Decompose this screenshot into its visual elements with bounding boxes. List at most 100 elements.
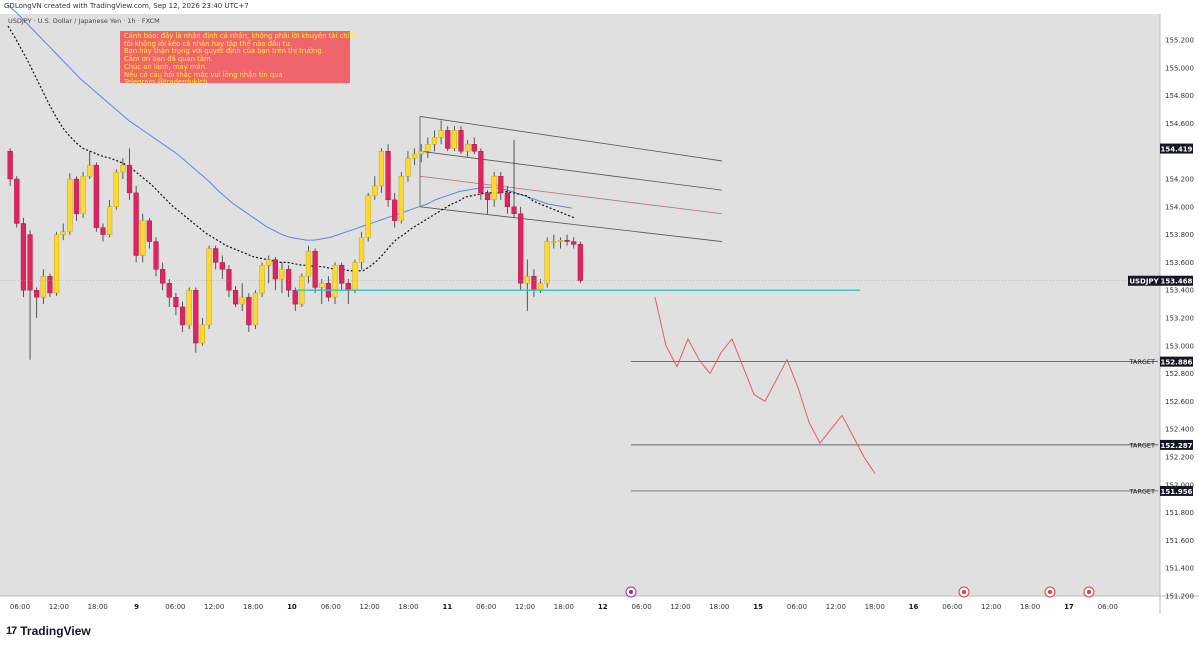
candle-body — [465, 144, 471, 152]
candle[interactable] — [73, 176, 80, 221]
candle[interactable] — [160, 262, 166, 291]
candle[interactable] — [60, 223, 66, 241]
candle-body — [213, 248, 219, 263]
candle[interactable] — [564, 234, 570, 246]
candle[interactable] — [173, 292, 179, 316]
candle[interactable] — [478, 148, 484, 200]
candle[interactable] — [319, 279, 325, 305]
candle[interactable] — [120, 158, 126, 179]
candle[interactable] — [246, 292, 252, 332]
tradingview-logo[interactable]: 17 TradingView — [6, 624, 91, 638]
candle[interactable] — [418, 144, 424, 163]
candle[interactable] — [133, 185, 139, 263]
candle[interactable] — [425, 137, 431, 159]
candle[interactable] — [7, 148, 13, 186]
channel-line[interactable] — [419, 175, 723, 215]
candle[interactable] — [431, 130, 438, 152]
candle[interactable] — [557, 237, 564, 249]
candle[interactable] — [551, 234, 557, 249]
candle[interactable] — [40, 269, 46, 305]
candle[interactable] — [465, 140, 471, 157]
candle[interactable] — [226, 265, 232, 298]
candle[interactable] — [378, 148, 385, 193]
candle[interactable] — [352, 259, 358, 293]
candle[interactable] — [232, 286, 239, 307]
candle[interactable] — [511, 140, 517, 218]
candle[interactable] — [179, 301, 186, 332]
candle[interactable] — [80, 172, 86, 218]
candle[interactable] — [339, 262, 345, 291]
candle[interactable] — [504, 185, 511, 214]
candle[interactable] — [518, 206, 524, 291]
candle[interactable] — [392, 192, 398, 228]
candle[interactable] — [146, 217, 152, 249]
channel-line[interactable] — [419, 150, 723, 191]
candle[interactable] — [199, 318, 206, 346]
candle[interactable] — [53, 231, 60, 296]
candle[interactable] — [67, 173, 73, 235]
candle[interactable] — [398, 172, 404, 224]
candle[interactable] — [27, 230, 33, 360]
candle[interactable] — [87, 151, 93, 179]
candle[interactable] — [332, 262, 338, 305]
candle[interactable] — [279, 262, 285, 293]
candle[interactable] — [577, 241, 583, 284]
candle[interactable] — [498, 172, 504, 200]
candle[interactable] — [544, 237, 550, 288]
candle[interactable] — [259, 262, 265, 298]
price-tick-label: 153.000 — [1165, 342, 1194, 350]
candle[interactable] — [20, 217, 27, 298]
event-dot-icon[interactable] — [958, 586, 970, 598]
candle[interactable] — [571, 237, 577, 249]
event-flag-icon[interactable] — [1083, 586, 1095, 598]
candle[interactable] — [34, 287, 40, 318]
candle[interactable] — [186, 287, 192, 330]
candle[interactable] — [113, 169, 119, 210]
time-tick-label: 12 — [598, 603, 608, 611]
event-flag-icon[interactable] — [1044, 586, 1056, 598]
candle[interactable] — [252, 290, 259, 330]
candle[interactable] — [193, 287, 199, 353]
ema-fast[interactable] — [7, 25, 575, 272]
candle[interactable] — [471, 137, 477, 154]
candle[interactable] — [292, 287, 298, 312]
candle[interactable] — [93, 162, 99, 232]
candle[interactable] — [153, 237, 159, 277]
candle[interactable] — [286, 265, 292, 298]
candle[interactable] — [140, 213, 146, 263]
candle[interactable] — [206, 245, 212, 330]
channel-line[interactable] — [419, 206, 723, 242]
candle[interactable] — [166, 279, 172, 307]
candle[interactable] — [312, 248, 318, 293]
candle[interactable] — [438, 120, 444, 145]
candle[interactable] — [305, 245, 312, 284]
candle[interactable] — [213, 245, 219, 270]
candle[interactable] — [14, 176, 20, 228]
candle[interactable] — [458, 126, 464, 154]
candle[interactable] — [372, 176, 378, 200]
candle[interactable] — [445, 126, 451, 152]
candle[interactable] — [219, 255, 225, 280]
candle[interactable] — [107, 199, 113, 238]
candle[interactable] — [484, 190, 491, 214]
candle[interactable] — [47, 273, 53, 298]
candle[interactable] — [358, 231, 365, 270]
candle[interactable] — [385, 144, 391, 207]
candle[interactable] — [524, 259, 530, 312]
projected-price-path[interactable] — [654, 297, 876, 474]
candle[interactable] — [491, 172, 497, 207]
ema-slow[interactable] — [7, 4, 573, 241]
candle[interactable] — [405, 151, 411, 182]
candle[interactable] — [266, 255, 272, 284]
candle[interactable] — [126, 148, 133, 200]
candle[interactable] — [272, 256, 278, 291]
candle[interactable] — [100, 223, 106, 242]
candle[interactable] — [365, 192, 371, 242]
candle[interactable] — [239, 283, 245, 312]
candle[interactable] — [411, 148, 418, 166]
event-lightning-icon[interactable] — [625, 586, 637, 598]
channel-line[interactable] — [419, 116, 723, 162]
target-price-tag — [1160, 485, 1193, 496]
candle[interactable] — [451, 126, 457, 152]
